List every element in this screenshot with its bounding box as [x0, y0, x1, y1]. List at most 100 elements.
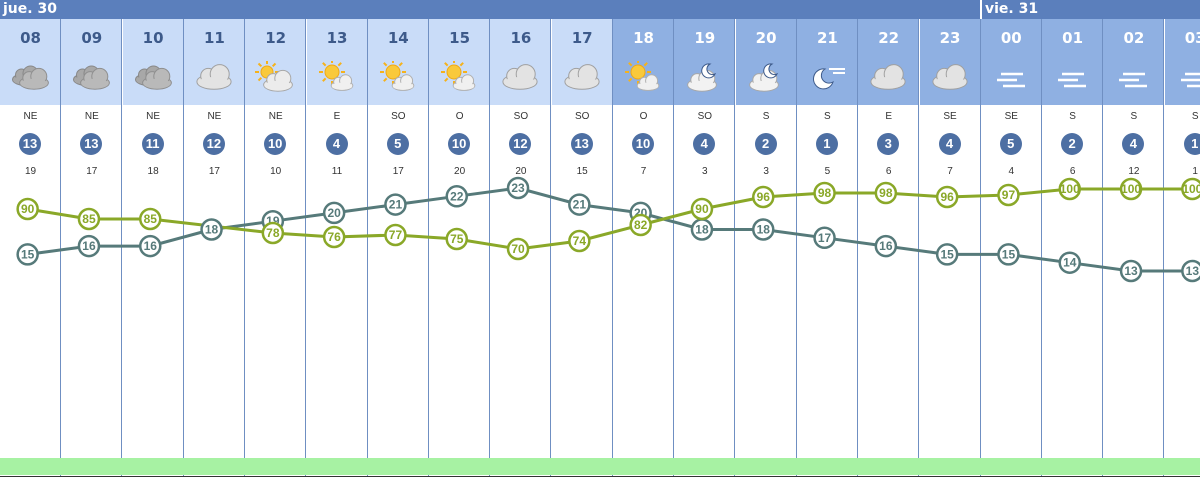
humidity-value: 90 [21, 202, 35, 216]
wind-speed: 10 [448, 133, 471, 155]
wind-direction: NE [146, 111, 161, 122]
cloudy-icon [12, 65, 49, 90]
humidity-point: 98 [874, 181, 898, 205]
temperature-value: 17 [818, 231, 832, 245]
wind-direction: S [1069, 111, 1076, 122]
wind-speed: 12 [509, 133, 532, 155]
humidity-point: 76 [322, 225, 346, 249]
hour-column: 03 S 1 1 [1164, 19, 1200, 477]
sun-cloud-icon [441, 61, 476, 91]
wind-gust: 6 [885, 166, 892, 177]
temperature-point: 20 [322, 201, 346, 225]
column-divider [918, 19, 920, 477]
wind-speed: 13 [80, 133, 103, 155]
wind-speed: 10 [264, 133, 287, 155]
wind-gust: 11 [331, 166, 343, 177]
hour-header [429, 19, 491, 105]
fog-icon [996, 72, 1025, 88]
wind-speed: 13 [570, 133, 593, 155]
hour-label: 19 [694, 29, 716, 47]
hour-column: 13 E 4 11 [306, 19, 368, 477]
moon-icon [812, 68, 845, 90]
humidity-point: 100 [1181, 177, 1200, 201]
hour-header [858, 19, 920, 105]
wind-gust: 3 [763, 166, 769, 177]
wind-direction: E [885, 111, 893, 122]
wind-gust: 19 [24, 166, 37, 177]
humidity-point: 74 [568, 229, 591, 253]
wind-gust: 20 [454, 166, 466, 177]
hour-label: 18 [633, 29, 654, 47]
humidity-value: 82 [634, 218, 648, 232]
hour-header [1164, 19, 1200, 105]
fog-icon [1180, 72, 1200, 88]
wind-direction: NE [84, 111, 99, 122]
hour-label: 09 [81, 29, 103, 47]
temperature-value: 15 [21, 247, 35, 261]
wind-gust: 17 [86, 166, 98, 177]
wind-gust: 20 [515, 166, 527, 177]
wind-direction: SO [574, 111, 590, 122]
humidity-point: 82 [629, 213, 652, 237]
humidity-point: 75 [445, 227, 468, 251]
hour-column: 01 S 2 6 [1042, 19, 1104, 477]
humidity-value: 76 [327, 230, 341, 244]
temperature-point: 13 [1181, 259, 1200, 283]
hour-header [980, 19, 1042, 105]
column-divider [550, 19, 552, 477]
wind-direction: S [824, 111, 831, 122]
hour-column: 16 SO 12 20 [490, 19, 552, 477]
humidity-value: 97 [1002, 188, 1016, 202]
hour-label: 16 [510, 29, 532, 47]
humidity-value: 85 [144, 212, 158, 226]
hour-header [796, 19, 858, 105]
humidity-point: 90 [16, 197, 39, 221]
humidity-value: 96 [757, 190, 771, 204]
hour-label: 21 [816, 29, 838, 47]
humidity-point: 98 [813, 181, 836, 205]
wind-direction: O [455, 111, 464, 122]
humidity-value: 98 [879, 186, 893, 200]
cloud-icon [196, 64, 232, 90]
hour-header [122, 19, 184, 105]
wind-gust: 17 [208, 166, 220, 177]
sun-cloud-icon [625, 61, 660, 91]
hour-column: 22 E 3 6 [858, 19, 920, 477]
wind-direction: SO [697, 111, 713, 122]
humidity-point: 96 [752, 185, 775, 209]
wind-speed: 3 [877, 133, 900, 155]
hour-column: 15 O 10 20 [429, 19, 491, 477]
temperature-point: 15 [997, 243, 1020, 266]
hour-column: 09 NE 13 17 [61, 19, 123, 477]
wind-speed: 11 [141, 133, 164, 155]
column-divider [795, 19, 797, 477]
column-divider [243, 19, 245, 477]
hour-label: 20 [755, 29, 777, 47]
hour-label: 00 [1000, 29, 1022, 47]
temperature-value: 13 [1186, 264, 1200, 278]
humidity-point: 100 [1119, 177, 1143, 201]
sun-cloud-icon [379, 61, 415, 91]
humidity-value: 78 [266, 226, 280, 240]
hour-label: 02 [1123, 29, 1145, 47]
wind-gust: 7 [947, 166, 953, 177]
column-divider [673, 19, 674, 477]
wind-direction: O [639, 111, 648, 122]
sun-cloud-icon [318, 61, 353, 91]
wind-gust: 4 [1008, 166, 1015, 177]
humidity-value: 96 [940, 190, 954, 204]
wind-speed: 12 [202, 133, 225, 155]
moon-cloud-icon [748, 63, 779, 92]
wind-gust: 12 [1128, 166, 1140, 177]
humidity-point: 85 [77, 207, 101, 231]
hour-header [613, 19, 674, 105]
hour-header [1042, 19, 1104, 105]
column-divider [182, 19, 184, 477]
cloud-icon [502, 64, 538, 90]
cloud-icon [870, 64, 906, 90]
humidity-value: 85 [82, 212, 96, 226]
column-divider [734, 19, 736, 477]
hour-label: 03 [1184, 29, 1200, 47]
wind-direction: SE [1004, 111, 1018, 122]
hour-label: 10 [142, 29, 164, 47]
